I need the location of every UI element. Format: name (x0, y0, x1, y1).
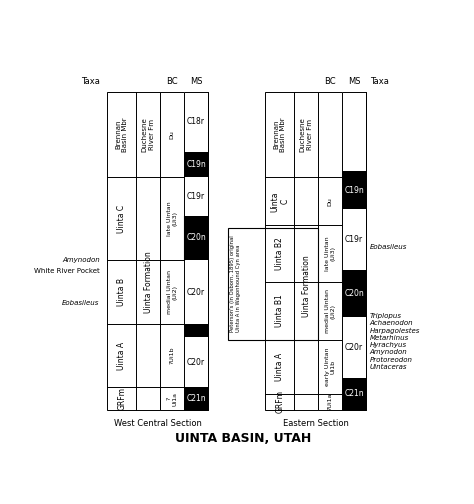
Text: UINTA BASIN, UTAH: UINTA BASIN, UTAH (175, 432, 311, 445)
Text: ?Ui1b: ?Ui1b (170, 347, 175, 364)
Text: Duchesne
River Fm: Duchesne River Fm (300, 117, 313, 152)
Text: Taxa: Taxa (370, 78, 389, 87)
Text: C20n: C20n (344, 289, 364, 298)
Text: Uinta B2: Uinta B2 (275, 237, 284, 270)
Text: Eobasileus: Eobasileus (370, 244, 407, 250)
Text: Duchesne
River Fm: Duchesne River Fm (142, 117, 155, 152)
Text: BC: BC (166, 78, 178, 87)
Text: C19n: C19n (186, 160, 206, 169)
Bar (184, 388, 208, 410)
Text: Uinta B: Uinta B (117, 278, 126, 306)
Bar (342, 209, 366, 270)
Text: Uinta Formation: Uinta Formation (144, 251, 153, 313)
Bar (184, 337, 208, 388)
Text: Uinta C: Uinta C (117, 205, 126, 233)
Bar (107, 92, 160, 410)
Text: Protoreodon: Protoreodon (370, 357, 413, 363)
Text: late Uintan
(Ui3): late Uintan (Ui3) (325, 236, 336, 271)
Text: White River Pocket: White River Pocket (34, 268, 100, 274)
Text: C21n: C21n (344, 390, 364, 398)
Text: Hyrachyus: Hyrachyus (370, 342, 407, 348)
Text: Metarhinus: Metarhinus (370, 335, 409, 341)
Bar (265, 92, 318, 410)
Bar (342, 171, 366, 209)
Bar (342, 92, 366, 410)
Bar (160, 92, 184, 410)
Bar (184, 92, 208, 410)
Text: late Uintan
(Ui3): late Uintan (Ui3) (167, 202, 178, 236)
Bar (184, 152, 208, 177)
Text: Eastern Section: Eastern Section (283, 419, 348, 428)
Bar (184, 92, 208, 410)
Text: C20r: C20r (187, 357, 205, 366)
Bar (318, 92, 342, 410)
Text: West Central Section: West Central Section (114, 419, 201, 428)
Text: ?Ui1a: ?Ui1a (328, 393, 333, 410)
Text: Uintaceras: Uintaceras (370, 364, 407, 370)
Text: early Uintan
Ui1b: early Uintan Ui1b (325, 348, 336, 386)
Text: C19r: C19r (187, 192, 205, 201)
Text: MS: MS (190, 78, 202, 87)
Text: Uinta A: Uinta A (117, 342, 126, 370)
Text: C20n: C20n (186, 233, 206, 242)
Bar (342, 92, 366, 410)
Bar (184, 216, 208, 260)
Text: Uinta
C: Uinta C (270, 191, 289, 212)
Text: Du: Du (328, 197, 333, 206)
Text: Achaenodon: Achaenodon (370, 320, 413, 326)
Text: Uinta A: Uinta A (275, 353, 284, 381)
Text: C19n: C19n (344, 185, 364, 195)
Text: Eobasileus: Eobasileus (62, 300, 100, 306)
Text: Taxa: Taxa (81, 78, 100, 87)
Text: Harpagolestes: Harpagolestes (370, 328, 420, 334)
Bar (342, 318, 366, 378)
Bar (184, 324, 208, 337)
Bar (342, 92, 366, 171)
Text: Brennan
Basin Mbr: Brennan Basin Mbr (115, 117, 128, 152)
Text: Uinta Formation: Uinta Formation (302, 255, 311, 317)
Text: C20r: C20r (345, 343, 363, 352)
Text: Amynodon: Amynodon (370, 349, 408, 355)
Text: Brennan
Basin Mbr: Brennan Basin Mbr (273, 117, 286, 152)
Text: Peterson's (in Osborn, 1895) original
Uinta A in Wagonhound Cyn area: Peterson's (in Osborn, 1895) original Ui… (230, 236, 240, 333)
Bar (184, 177, 208, 216)
Text: C19r: C19r (345, 235, 363, 244)
Text: Du: Du (170, 130, 175, 139)
Text: ?
Ui1a: ? Ui1a (167, 392, 178, 406)
Bar (342, 270, 366, 318)
Bar (184, 92, 208, 152)
Text: Uinta B1: Uinta B1 (275, 295, 284, 328)
Bar (342, 378, 366, 410)
Text: medial Uintan
(Ui2): medial Uintan (Ui2) (325, 289, 336, 333)
Text: GRFm: GRFm (275, 390, 284, 413)
Text: BC: BC (324, 78, 336, 87)
Text: C20r: C20r (187, 287, 205, 296)
Text: GRFm: GRFm (117, 387, 126, 410)
Text: C21n: C21n (186, 394, 206, 403)
Text: C18r: C18r (187, 117, 205, 127)
Text: medial Uintan
(Ui2): medial Uintan (Ui2) (167, 270, 178, 314)
Bar (228, 228, 318, 340)
Text: Triplopus: Triplopus (370, 313, 401, 319)
Text: MS: MS (348, 78, 360, 87)
Bar (184, 260, 208, 324)
Text: Amynodon: Amynodon (62, 257, 100, 263)
